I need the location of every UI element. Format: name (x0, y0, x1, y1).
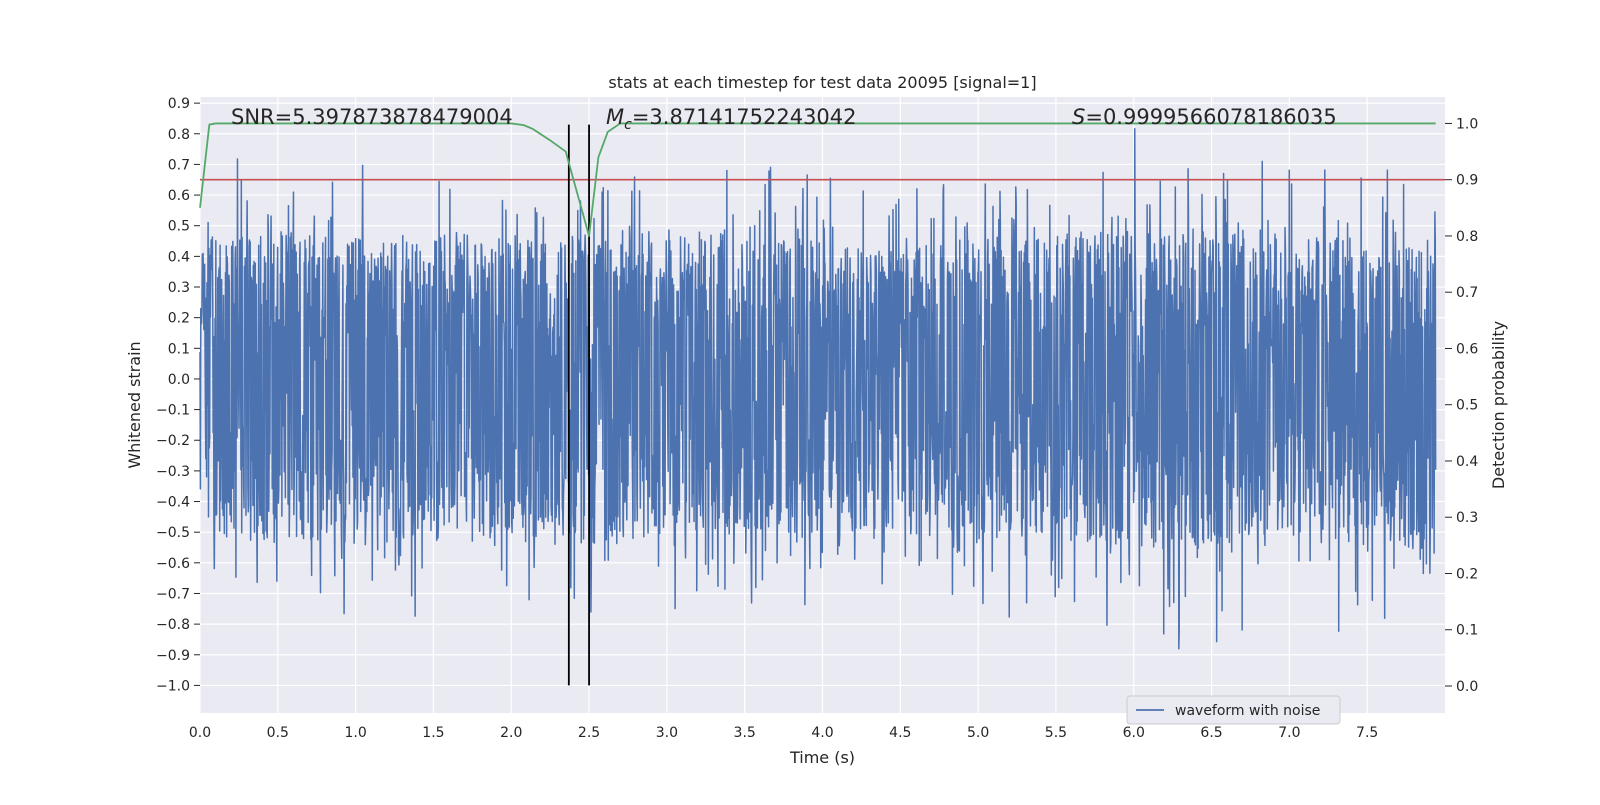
y-tick-label-left: 0.4 (168, 249, 190, 265)
x-axis-label: Time (s) (789, 748, 855, 767)
y-tick-label-right: 0.2 (1456, 566, 1478, 582)
legend-box (1126, 695, 1341, 725)
x-tick-label: 6.0 (1123, 725, 1145, 741)
y-tick-label-left: 0.9 (168, 96, 190, 112)
waveform-series (199, 128, 1437, 650)
overlay-lines (199, 122, 1445, 686)
y-tick-label-right: 0.6 (1456, 341, 1478, 357)
y-tick-label-left: 0.0 (168, 372, 190, 388)
y-tick-label-left: −0.1 (156, 403, 190, 419)
y-tick-label-left: 0.5 (168, 219, 190, 235)
y-tick-label-left: −0.7 (156, 586, 190, 602)
x-tick-label: 4.5 (889, 725, 911, 741)
y-tick-label-left: 0.6 (168, 188, 190, 204)
y-tick-label-left: 0.2 (168, 311, 190, 327)
x-tick-label: 7.0 (1278, 725, 1300, 741)
y-tick-label-left: −0.5 (156, 525, 190, 541)
y-tick-label-right: 0.1 (1456, 623, 1478, 639)
x-tick-label: 6.5 (1200, 725, 1222, 741)
chirp-mass-value: =3.87141752243042 (632, 105, 857, 129)
chirp-mass-subscript: c (624, 117, 632, 133)
x-tick-label: 4.0 (811, 725, 833, 741)
x-tick-label: 3.0 (656, 725, 678, 741)
x-tick-label: 5.5 (1045, 725, 1067, 741)
y-tick-label-left: −0.3 (156, 464, 190, 480)
y-tick-label-right: 0.0 (1456, 679, 1478, 695)
y-tick-label-right: 0.7 (1456, 285, 1478, 301)
statistic-symbol: S (1072, 105, 1085, 129)
y-tick-label-right: 0.5 (1456, 398, 1478, 414)
y-tick-label-left: 0.8 (168, 127, 190, 143)
y-tick-label-left: −0.6 (156, 556, 190, 572)
y-tick-label-right: 0.9 (1456, 173, 1478, 189)
y-axis-label-right: Detection probability (1489, 321, 1508, 489)
x-tick-label: 1.0 (344, 725, 366, 741)
y-tick-label-left: −0.4 (156, 495, 190, 511)
x-tick-label: 3.5 (734, 725, 756, 741)
chirp-mass-symbol: M (606, 105, 624, 129)
x-tick-label: 1.5 (422, 725, 444, 741)
annotation-snr: SNR=5.397873878479004 (231, 105, 513, 129)
x-tick-label: 0.5 (267, 725, 289, 741)
y-tick-label-right: 0.8 (1456, 229, 1478, 245)
detection-probability-line (199, 122, 1436, 237)
y-tick-label-left: 0.3 (168, 280, 190, 296)
y-tick-label-right: 0.4 (1456, 454, 1478, 470)
legend: waveform with noise (1126, 695, 1341, 725)
y-tick-label-left: 0.1 (168, 341, 190, 357)
y-tick-label-left: −0.8 (156, 617, 190, 633)
chart-title: stats at each timestep for test data 200… (608, 73, 1036, 92)
x-tick-label: 0.0 (189, 725, 211, 741)
y-axis-label-left: Whitened strain (125, 341, 144, 468)
y-tick-label-left: −1.0 (156, 678, 190, 694)
x-tick-label: 2.5 (578, 725, 600, 741)
y-tick-label-right: 1.0 (1456, 116, 1478, 132)
x-tick-label: 5.0 (967, 725, 989, 741)
waveform-line (199, 128, 1437, 650)
statistic-value: =0.9999566078186035 (1085, 105, 1336, 129)
x-tick-label: 7.5 (1356, 725, 1378, 741)
x-tick-label: 2.0 (500, 725, 522, 741)
axis-ticks: 0.0 0.5 1.0 1.5 2.0 2.5 3.0 3.5 4.0 4.5 5.0 5.5 6.0 6… (156, 96, 1478, 741)
annotation-statistic: S=0.9999566078186035 (1072, 105, 1337, 129)
y-tick-label-right: 0.3 (1456, 510, 1478, 526)
y-tick-label-left: −0.9 (156, 648, 190, 664)
annotation-chirp-mass: Mc=3.87141752243042 (606, 105, 857, 133)
y-tick-label-left: −0.2 (156, 433, 190, 449)
legend-entry-waveform: waveform with noise (1175, 703, 1320, 719)
y-tick-label-left: 0.7 (168, 157, 190, 173)
